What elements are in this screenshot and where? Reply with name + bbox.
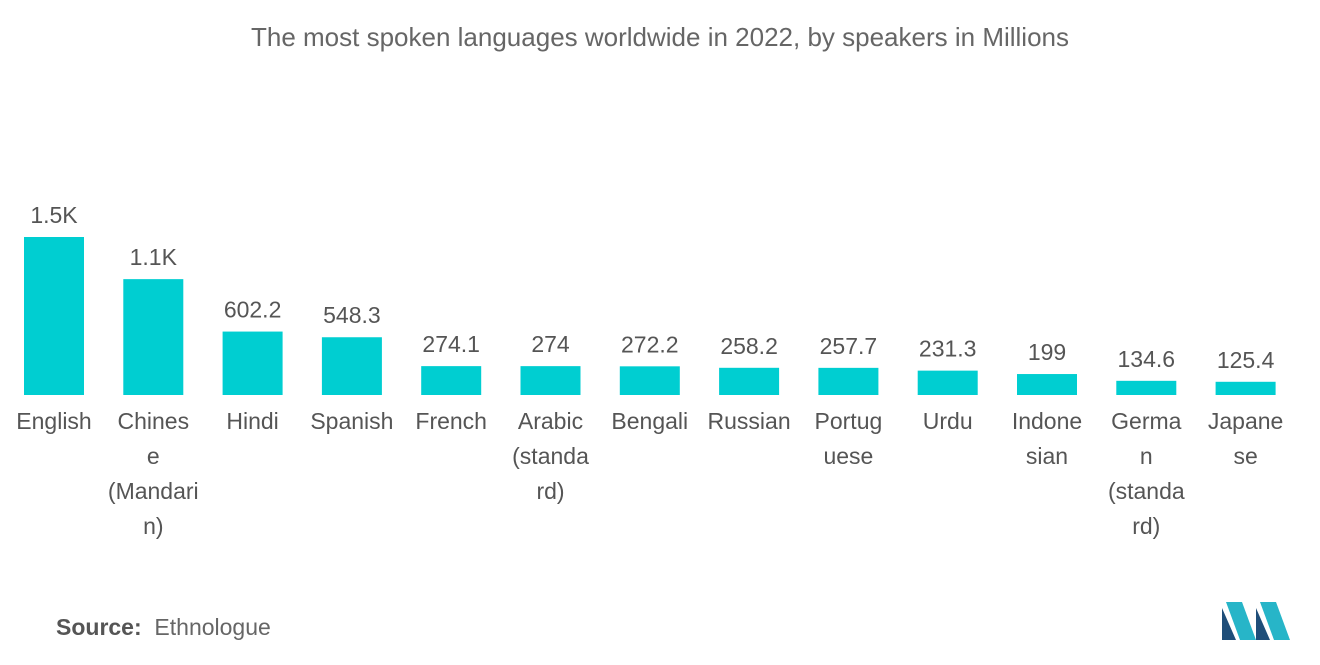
category-label: Chines e (Mandari n)	[108, 408, 199, 539]
category-label-line: e	[147, 443, 160, 469]
bar	[421, 366, 482, 395]
category-label-line: (standa	[512, 443, 589, 469]
bar	[619, 366, 680, 395]
category-label-line: sian	[1026, 443, 1068, 469]
source-value: Ethnologue	[154, 614, 271, 640]
bar	[123, 279, 184, 395]
value-label: 199	[1028, 339, 1066, 365]
category-label-line: Germa	[1111, 408, 1182, 434]
value-label: 272.2	[621, 331, 679, 357]
category-label: Urdu	[923, 408, 973, 434]
category-label-line: Bengali	[611, 408, 688, 434]
bar	[917, 370, 978, 395]
category-label: English	[16, 408, 91, 434]
chart-title: The most spoken languages worldwide in 2…	[251, 22, 1069, 52]
category-label-line: se	[1233, 443, 1257, 469]
bar	[719, 367, 780, 395]
value-label: 134.6	[1118, 346, 1176, 372]
category-label: Arabic (standa rd)	[512, 408, 589, 504]
value-label: 274	[531, 331, 570, 357]
bar	[1215, 381, 1276, 395]
category-label-line: rd)	[1132, 513, 1160, 539]
category-label-line: Spanish	[310, 408, 393, 434]
category-label: French	[415, 408, 487, 434]
bar	[1116, 380, 1177, 395]
value-label: 274.1	[422, 331, 480, 357]
category-label: Hindi	[226, 408, 278, 434]
bar	[1017, 374, 1077, 395]
logo-right-dark	[1256, 608, 1270, 640]
category-label-line: Urdu	[923, 408, 973, 434]
category-label-line: French	[415, 408, 487, 434]
category-label-line: Portug	[815, 408, 883, 434]
bar	[222, 331, 283, 395]
source-label: Source:	[56, 614, 142, 640]
bar	[818, 367, 879, 395]
source-line: Source: Ethnologue	[56, 614, 271, 641]
category-label-line: Indone	[1012, 408, 1082, 434]
category-label: Spanish	[310, 408, 393, 434]
value-label: 1.1K	[130, 244, 178, 270]
value-label: 257.7	[820, 333, 878, 359]
category-label-line: Hindi	[226, 408, 278, 434]
logo-left-light	[1226, 602, 1256, 640]
bar	[520, 366, 581, 395]
category-label-line: Russian	[708, 408, 791, 434]
category-label: Japane se	[1208, 408, 1283, 469]
category-label-line: Chines	[117, 408, 189, 434]
value-label: 1.5K	[30, 202, 78, 228]
company-logo	[1222, 602, 1290, 640]
bar	[321, 337, 382, 395]
category-label-line: (Mandari	[108, 478, 199, 504]
category-label-line: n	[1140, 443, 1153, 469]
category-label-line: (standa	[1108, 478, 1185, 504]
category-label: Germa n (standa rd)	[1108, 408, 1185, 539]
category-label-line: Japane	[1208, 408, 1283, 434]
category-label: Bengali	[611, 408, 688, 434]
category-label: Portug uese	[815, 408, 883, 469]
logo-left-dark	[1222, 608, 1236, 640]
category-label-line: uese	[823, 443, 873, 469]
value-label: 125.4	[1217, 347, 1275, 373]
category-label-line: English	[16, 408, 91, 434]
value-label: 258.2	[720, 333, 778, 359]
value-label: 548.3	[323, 302, 381, 328]
value-label: 602.2	[224, 297, 282, 323]
bar	[24, 237, 84, 395]
logo-right-light	[1260, 602, 1290, 640]
bar-chart: 1.5K English 1.1K Chines e (Mandari n) 602.2 Hin…	[16, 202, 1283, 539]
value-label: 231.3	[919, 336, 977, 362]
category-label: Russian	[708, 408, 791, 434]
category-label-line: rd)	[536, 478, 564, 504]
category-label-line: n)	[143, 513, 163, 539]
category-label: Indone sian	[1012, 408, 1082, 469]
category-label-line: Arabic	[518, 408, 583, 434]
